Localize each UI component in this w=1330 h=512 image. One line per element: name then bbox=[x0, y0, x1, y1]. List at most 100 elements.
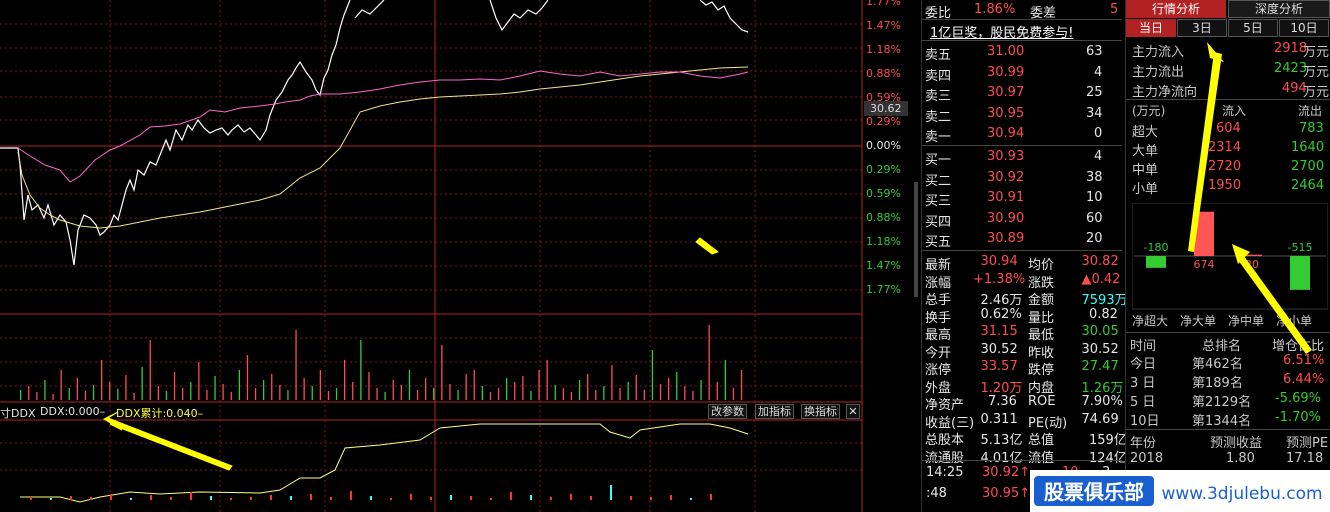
ddx-bar bbox=[450, 495, 452, 500]
promo-row[interactable]: 1亿巨奖，股民免费参与! bbox=[922, 20, 1122, 41]
main-outflow-label: 主力流出 bbox=[1132, 65, 1185, 80]
volume-bar bbox=[52, 394, 54, 400]
volume-bar bbox=[36, 392, 38, 400]
axis-tick: 0.29% bbox=[866, 163, 901, 176]
volume-bar bbox=[465, 374, 467, 400]
stat-row: 最新 30.94 均价 30.82 bbox=[922, 252, 1122, 273]
ddx-bar bbox=[430, 497, 432, 500]
eps-value: 1.80 bbox=[1226, 451, 1255, 466]
order-price: 30.92 bbox=[987, 169, 1025, 185]
flow-col-out: 流出 bbox=[1298, 104, 1323, 118]
stat-value: 74.69 bbox=[1081, 411, 1119, 427]
promo-link[interactable]: 1亿巨奖，股民免费参与! bbox=[930, 26, 1074, 41]
quote-panel: 委比 1.86% 委差 5 1亿巨奖，股民免费参与! 卖五 31.00 63 卖四 30… bbox=[921, 0, 1128, 512]
modify-params-button[interactable]: 改参数 bbox=[708, 404, 747, 419]
order-volume: 60 bbox=[1086, 210, 1103, 226]
volume-bar bbox=[546, 360, 548, 400]
eps-header: 年份 预测收益 预测PE bbox=[1126, 431, 1330, 451]
tab-period[interactable]: 当日 bbox=[1126, 19, 1176, 37]
stat-value: 31.15 bbox=[980, 324, 1018, 339]
volume-bar bbox=[352, 382, 354, 400]
close-indicator-button[interactable]: ✕ bbox=[846, 404, 860, 419]
eps-year: 2018 bbox=[1130, 451, 1164, 466]
volume-bar bbox=[117, 389, 119, 400]
rank-value: 第462名 bbox=[1192, 357, 1243, 372]
main-net-value: 494 bbox=[1282, 81, 1307, 96]
volume-bar bbox=[732, 388, 735, 400]
add-indicator-button[interactable]: 加指标 bbox=[755, 404, 794, 419]
ddx-bar bbox=[690, 498, 692, 500]
ddx-bar bbox=[470, 496, 472, 500]
arrow-ddx bbox=[102, 411, 233, 471]
stat-label: 换手 bbox=[925, 310, 952, 326]
volume-bar bbox=[562, 388, 564, 400]
tab-depth-analysis[interactable]: 深度分析 bbox=[1228, 0, 1330, 18]
stat-label: 最低 bbox=[1028, 328, 1055, 343]
stat-value: 5.13亿 bbox=[980, 433, 1023, 448]
sell-order-row: 卖四 30.99 4 bbox=[922, 63, 1122, 84]
flow-row-label: 大单 bbox=[1132, 144, 1159, 159]
volume-bar bbox=[400, 385, 402, 400]
volume-bar bbox=[481, 386, 483, 400]
main-inflow-row: 主力流入 2918 万元 bbox=[1126, 40, 1330, 60]
ddx-bar bbox=[90, 497, 92, 500]
tab-period[interactable]: 5日 bbox=[1228, 19, 1278, 37]
ddx-bar bbox=[270, 495, 272, 500]
volume-bar bbox=[125, 375, 127, 400]
net-flow-bar bbox=[1242, 254, 1262, 256]
panel-splitter[interactable] bbox=[914, 182, 918, 297]
flow-row: 小单 1950 2464 bbox=[1126, 177, 1330, 197]
order-label: 卖四 bbox=[925, 68, 952, 84]
flow-row-out: 1640 bbox=[1291, 140, 1325, 155]
rank-pct: -1.70% bbox=[1275, 410, 1321, 425]
avg-price-line bbox=[17, 66, 749, 229]
ddx-bar bbox=[310, 494, 312, 500]
ddx-bar bbox=[50, 498, 52, 500]
flow-row: 大单 2314 1640 bbox=[1126, 139, 1330, 159]
stat-label: 金额 bbox=[1028, 293, 1055, 308]
flow-row-in: 1950 bbox=[1208, 178, 1242, 193]
ddx-indicator-title: 寸DDX bbox=[0, 407, 36, 420]
stat-label: PE(动) bbox=[1028, 415, 1068, 431]
main-inflow-value: 2918 bbox=[1274, 41, 1308, 56]
axis-tick: 0.00% bbox=[866, 139, 901, 152]
volume-bar bbox=[716, 382, 718, 400]
weicha-label: 委差 bbox=[1030, 6, 1057, 21]
stat-row: 最高 31.15 最低 30.05 bbox=[922, 322, 1122, 343]
order-label: 买二 bbox=[925, 173, 952, 189]
volume-bar bbox=[84, 391, 87, 400]
buy-order-row: 买三 30.91 10 bbox=[922, 188, 1122, 209]
tab-period[interactable]: 10日 bbox=[1279, 19, 1329, 37]
stat-label: 最高 bbox=[925, 328, 952, 343]
stat-value: 0.311 bbox=[980, 411, 1018, 427]
stat-value: +1.38% bbox=[973, 271, 1026, 287]
axis-tick: 0.88% bbox=[866, 211, 901, 224]
weibi-value: 1.86% bbox=[974, 2, 1016, 17]
tab-market-analysis[interactable]: 行情分析 bbox=[1126, 0, 1226, 18]
switch-indicator-button[interactable]: 换指标 bbox=[801, 404, 840, 419]
net-flow-bar bbox=[1146, 256, 1166, 268]
intraday-chart-area[interactable]: 1.77% 1.47% 1.18% 0.88% 0.59% 0.29% 0.00… bbox=[0, 0, 918, 512]
rank-col-rank: 总排名 bbox=[1202, 339, 1242, 354]
order-label: 买五 bbox=[925, 235, 952, 250]
fund-flow-panel: 行情分析 深度分析 当日 3日 5日 10日 主力流入 2918 万元 主力流出 24… bbox=[1125, 0, 1330, 512]
volume-bar bbox=[676, 372, 678, 400]
net-flow-category: 净小单 bbox=[1276, 314, 1313, 328]
sell-order-row: 卖五 31.00 63 bbox=[922, 42, 1122, 63]
stat-label: 今开 bbox=[925, 345, 952, 361]
order-label: 卖三 bbox=[925, 89, 952, 104]
rank-row: 3 日 第189名 6.44% bbox=[1126, 371, 1330, 391]
main-inflow-unit: 万元 bbox=[1303, 45, 1330, 60]
tick-time: :48 bbox=[926, 486, 947, 501]
ddx-bar bbox=[610, 485, 612, 500]
ddx-bar bbox=[210, 496, 212, 500]
tab-period[interactable]: 3日 bbox=[1177, 19, 1227, 37]
ma-line bbox=[17, 70, 749, 183]
volume-bar bbox=[489, 392, 492, 400]
volume-bar bbox=[149, 340, 151, 400]
stat-label: 流通股 bbox=[925, 450, 965, 466]
stat-value: 30.05 bbox=[1081, 324, 1119, 339]
ddx-bar bbox=[490, 498, 492, 500]
rank-value: 第2129名 bbox=[1192, 395, 1252, 410]
intraday-chart-svg[interactable] bbox=[0, 0, 915, 512]
